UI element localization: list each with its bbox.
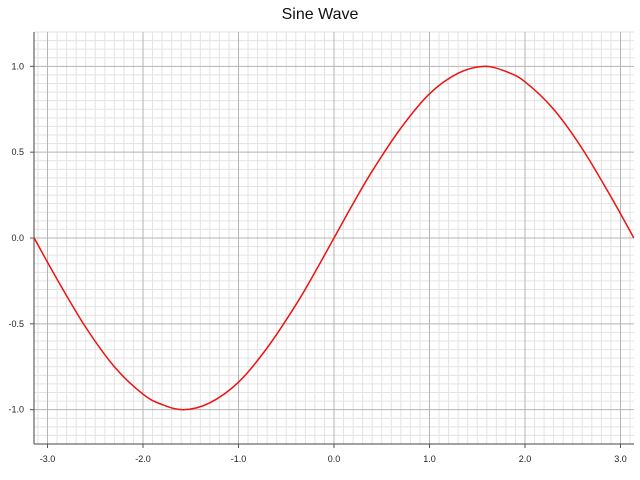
x-tick-label: 2.0 [519,454,532,464]
series-group [33,65,635,411]
x-tick-label: -2.0 [135,454,151,464]
x-tick-label: -1.0 [231,454,247,464]
chart-title: Sine Wave [281,6,359,23]
major-grid [34,32,634,444]
y-tick-label: -0.5 [8,319,24,329]
y-tick-label: 0.5 [11,147,24,157]
tick-marks [30,65,621,448]
y-tick-label: 1.0 [11,61,24,71]
y-tick-label: 0.0 [11,233,24,243]
x-tick-label: 3.0 [614,454,627,464]
x-tick-label: 1.0 [423,454,436,464]
x-tick-label: 0.0 [328,454,341,464]
x-tick-label: -3.0 [40,454,56,464]
y-tick-label: -1.0 [8,405,24,415]
sine-series-line [33,65,635,411]
